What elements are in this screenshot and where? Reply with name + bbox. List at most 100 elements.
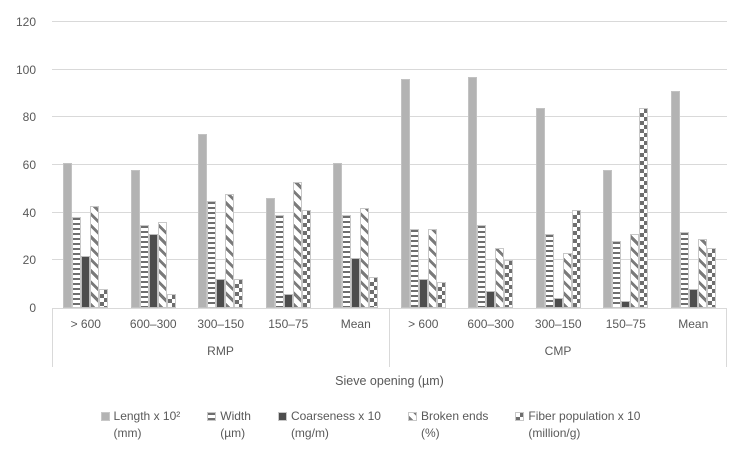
legend-item: Fiber population x 10 (million/g) bbox=[515, 408, 640, 442]
bar bbox=[369, 277, 379, 308]
gridline bbox=[52, 164, 727, 165]
y-tick-label: 120 bbox=[15, 15, 36, 29]
y-tick-label: 0 bbox=[29, 301, 36, 315]
legend-label: Width bbox=[220, 409, 251, 423]
legend-entry: Broken ends bbox=[407, 408, 489, 425]
bar-group bbox=[457, 77, 525, 308]
legend-swatch bbox=[277, 412, 287, 421]
category-label: > 600 bbox=[408, 317, 439, 331]
y-axis: 0 20 40 60 80 100 120 bbox=[0, 15, 44, 315]
bar bbox=[72, 217, 82, 308]
bar bbox=[292, 182, 302, 308]
axis-divider-right bbox=[726, 309, 727, 367]
legend: Length x 10² (mm) Width (µm) Coarseness x 10… bbox=[0, 408, 741, 442]
legend-swatch bbox=[515, 412, 525, 421]
legend-unit: (million/g) bbox=[528, 426, 581, 440]
category-axis: RMP CMP > 600 600–300 300–150 150–75 Mean > 6… bbox=[52, 309, 727, 367]
bar bbox=[157, 222, 167, 308]
bar bbox=[81, 256, 91, 308]
axis-divider-left bbox=[52, 309, 53, 367]
bar bbox=[274, 215, 284, 308]
bar bbox=[265, 198, 275, 308]
gridline bbox=[52, 259, 727, 261]
bar bbox=[360, 208, 370, 308]
category-label: 150–75 bbox=[268, 317, 309, 331]
bar bbox=[477, 225, 487, 308]
bar-group bbox=[525, 108, 593, 308]
gridline bbox=[52, 68, 727, 70]
bar-group bbox=[660, 91, 728, 308]
bar bbox=[234, 279, 244, 308]
bar bbox=[544, 234, 554, 308]
category-label: Mean bbox=[678, 317, 709, 331]
y-tick-label: 60 bbox=[22, 158, 36, 172]
legend-entry: Length x 10² bbox=[100, 408, 181, 425]
bar-group bbox=[255, 182, 323, 308]
legend-entry: Coarseness x 10 bbox=[277, 408, 381, 425]
legend-unit: (µm) bbox=[220, 426, 246, 440]
bar-group bbox=[120, 170, 188, 308]
legend-entry: Fiber population x 10 bbox=[515, 408, 640, 425]
bar bbox=[630, 234, 640, 308]
axis-divider-middle bbox=[389, 309, 390, 367]
gridline bbox=[52, 116, 727, 118]
bar bbox=[198, 134, 208, 308]
bar bbox=[351, 258, 361, 308]
legend-item: Length x 10² (mm) bbox=[100, 408, 181, 442]
bar bbox=[99, 289, 109, 308]
bar bbox=[148, 234, 158, 308]
bar bbox=[679, 232, 689, 308]
bar-group bbox=[592, 108, 660, 308]
bar bbox=[436, 282, 446, 308]
bar bbox=[333, 163, 343, 308]
y-tick-label: 40 bbox=[22, 205, 36, 220]
legend-item: Broken ends (%) bbox=[407, 408, 489, 442]
y-tick-label: 80 bbox=[22, 110, 36, 125]
bar bbox=[535, 108, 545, 308]
bar bbox=[283, 294, 293, 308]
gridline bbox=[52, 21, 727, 22]
bar bbox=[409, 229, 419, 308]
legend-label: Coarseness x 10 bbox=[290, 409, 381, 423]
category-label: 600–300 bbox=[129, 317, 177, 331]
bar bbox=[342, 215, 352, 308]
bar bbox=[166, 294, 176, 308]
bar bbox=[139, 225, 149, 308]
bar bbox=[418, 279, 428, 308]
legend-swatch bbox=[407, 412, 417, 421]
bar bbox=[504, 260, 514, 308]
y-tick-label: 100 bbox=[15, 62, 36, 77]
bar bbox=[468, 77, 478, 308]
x-axis-title: Sieve opening (µm) bbox=[335, 374, 444, 388]
category-label: 300–150 bbox=[197, 317, 245, 331]
bar bbox=[688, 289, 698, 308]
bar-group bbox=[187, 134, 255, 308]
bar bbox=[90, 206, 100, 308]
bar bbox=[216, 279, 226, 308]
legend-swatch bbox=[100, 412, 110, 421]
bar bbox=[130, 170, 140, 308]
bar bbox=[697, 239, 707, 308]
legend-unit: (mg/m) bbox=[290, 426, 329, 440]
bar bbox=[562, 253, 572, 308]
legend-label: Broken ends bbox=[420, 409, 489, 423]
bar bbox=[427, 229, 437, 308]
legend-unit: (%) bbox=[420, 426, 440, 440]
bar bbox=[63, 163, 73, 308]
bar bbox=[571, 210, 581, 308]
legend-label: Fiber population x 10 bbox=[528, 409, 641, 423]
bar bbox=[603, 170, 613, 308]
legend-item: Width (µm) bbox=[207, 408, 251, 442]
plot-area bbox=[52, 21, 728, 309]
bar bbox=[495, 248, 505, 308]
bar bbox=[639, 108, 649, 308]
legend-label: Length x 10² bbox=[113, 409, 181, 423]
bar bbox=[612, 241, 622, 308]
y-tick-label: 20 bbox=[22, 253, 36, 268]
legend-swatch bbox=[207, 412, 217, 421]
bar bbox=[400, 79, 410, 308]
bar-group bbox=[52, 163, 120, 308]
group-label-rmp: RMP bbox=[207, 344, 234, 358]
bar bbox=[225, 194, 235, 308]
